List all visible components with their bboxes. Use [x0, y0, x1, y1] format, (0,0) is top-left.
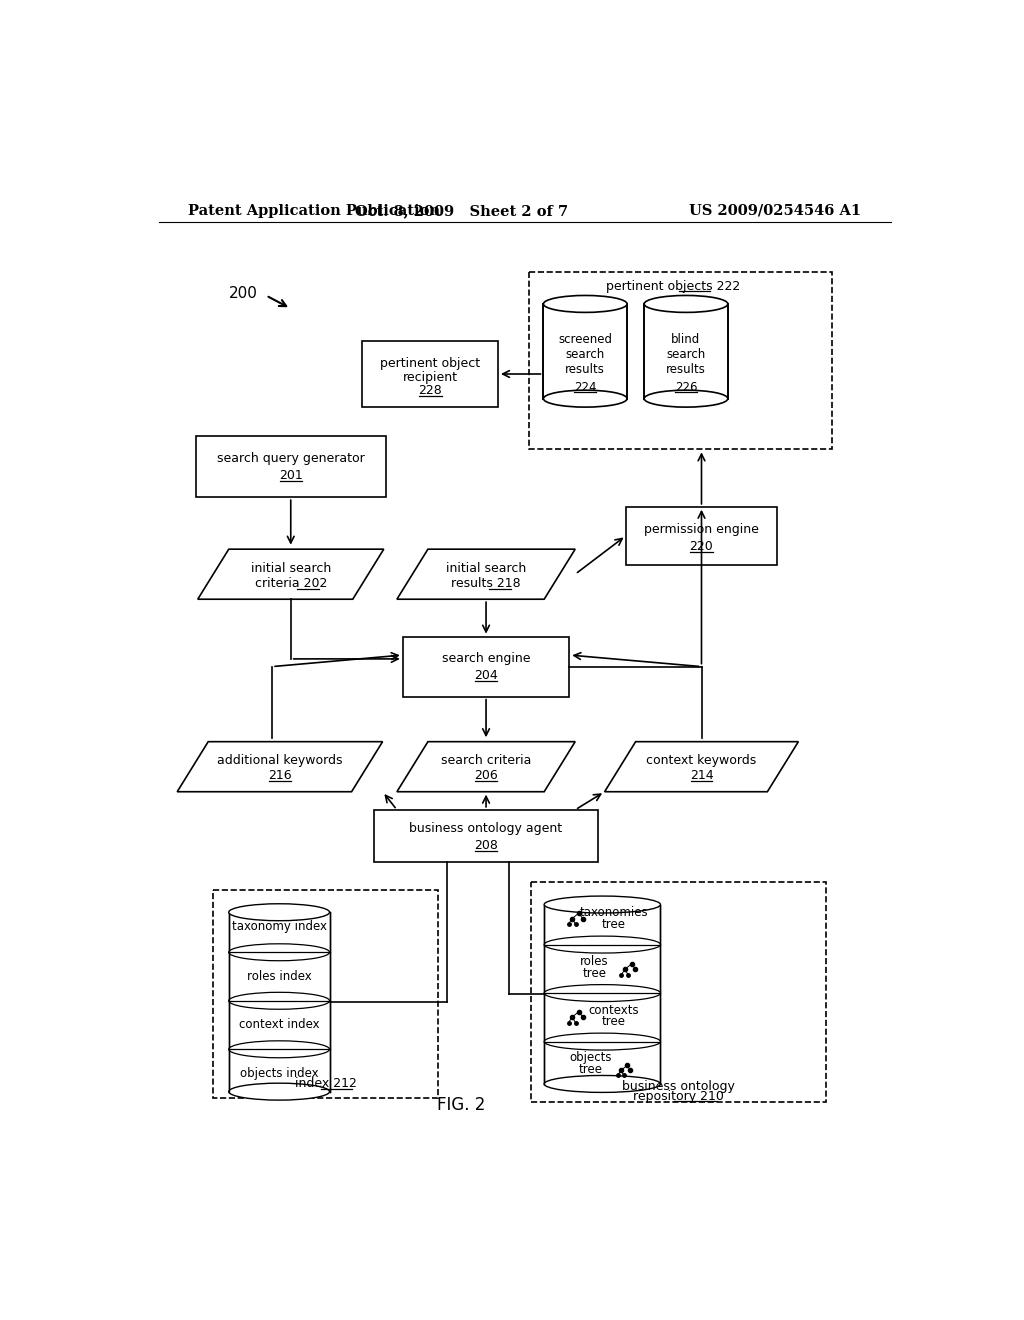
Text: context keywords: context keywords	[646, 754, 757, 767]
Bar	[544, 304, 627, 399]
Ellipse shape	[544, 1076, 660, 1093]
Text: 206: 206	[474, 770, 498, 783]
Text: US 2009/0254546 A1: US 2009/0254546 A1	[689, 203, 861, 218]
Ellipse shape	[544, 296, 627, 313]
Text: 220: 220	[689, 540, 714, 553]
Ellipse shape	[228, 904, 330, 921]
Polygon shape	[397, 742, 575, 792]
Text: pertinent objects 222: pertinent objects 222	[606, 280, 740, 293]
Text: 201: 201	[279, 469, 303, 482]
Bar	[644, 304, 728, 399]
Text: 208: 208	[474, 838, 498, 851]
Text: Patent Application Publication: Patent Application Publication	[188, 203, 440, 218]
Text: tree: tree	[602, 1015, 626, 1028]
Bar	[362, 342, 498, 407]
Bar	[529, 272, 831, 449]
Text: 226: 226	[675, 380, 697, 393]
Ellipse shape	[544, 1034, 660, 1051]
Ellipse shape	[544, 985, 660, 1002]
Bar	[531, 882, 825, 1102]
Text: objects index: objects index	[240, 1067, 318, 1080]
Text: FIG. 2: FIG. 2	[437, 1097, 485, 1114]
Text: recipient: recipient	[402, 371, 458, 384]
Text: results 218: results 218	[452, 577, 521, 590]
Text: context index: context index	[239, 1018, 319, 1031]
Polygon shape	[198, 549, 384, 599]
Text: initial search: initial search	[251, 561, 331, 574]
Text: pertinent object: pertinent object	[380, 356, 480, 370]
Polygon shape	[397, 549, 575, 599]
Bar	[228, 912, 330, 1092]
Text: initial search: initial search	[445, 561, 526, 574]
Text: search criteria: search criteria	[441, 754, 531, 767]
Text: criteria 202: criteria 202	[255, 577, 327, 590]
Text: 214: 214	[690, 770, 714, 783]
Ellipse shape	[544, 936, 660, 953]
Text: objects: objects	[569, 1051, 612, 1064]
Text: index 212: index 212	[295, 1077, 356, 1090]
Bar	[544, 904, 660, 1084]
Text: repository 210: repository 210	[633, 1090, 724, 1102]
Text: additional keywords: additional keywords	[217, 754, 343, 767]
Ellipse shape	[228, 1040, 330, 1057]
Text: taxonomy index: taxonomy index	[231, 920, 327, 933]
Text: 228: 228	[419, 384, 442, 397]
Bar	[626, 507, 777, 565]
Text: search query generator: search query generator	[217, 453, 365, 465]
Text: taxonomies: taxonomies	[580, 907, 648, 920]
Text: 204: 204	[474, 669, 498, 682]
Bar	[544, 304, 627, 399]
Bar	[402, 636, 569, 697]
Bar	[213, 890, 438, 1098]
Text: permission engine: permission engine	[644, 523, 759, 536]
Text: business ontology agent: business ontology agent	[410, 822, 562, 834]
Bar	[544, 904, 660, 1084]
Bar	[228, 912, 330, 1092]
Text: tree: tree	[602, 917, 626, 931]
Text: screened
search
results: screened search results	[558, 333, 612, 376]
Text: blind
search
results: blind search results	[666, 333, 706, 376]
Bar	[644, 304, 728, 399]
Bar	[374, 810, 598, 862]
Polygon shape	[604, 742, 799, 792]
Polygon shape	[177, 742, 383, 792]
Ellipse shape	[644, 391, 728, 407]
Ellipse shape	[544, 896, 660, 913]
Text: tree: tree	[579, 1063, 603, 1076]
Text: roles: roles	[581, 954, 609, 968]
Ellipse shape	[228, 1084, 330, 1100]
Text: roles index: roles index	[247, 970, 311, 982]
Ellipse shape	[644, 296, 728, 313]
Ellipse shape	[228, 944, 330, 961]
Text: contexts: contexts	[589, 1003, 639, 1016]
Text: 224: 224	[574, 380, 597, 393]
Text: business ontology: business ontology	[622, 1080, 734, 1093]
Ellipse shape	[228, 993, 330, 1010]
Text: search engine: search engine	[441, 652, 530, 665]
Text: 216: 216	[268, 770, 292, 783]
Ellipse shape	[544, 391, 627, 407]
Text: 200: 200	[229, 285, 258, 301]
Bar	[196, 436, 386, 498]
Text: Oct. 8, 2009   Sheet 2 of 7: Oct. 8, 2009 Sheet 2 of 7	[354, 203, 568, 218]
Text: tree: tree	[583, 966, 606, 979]
